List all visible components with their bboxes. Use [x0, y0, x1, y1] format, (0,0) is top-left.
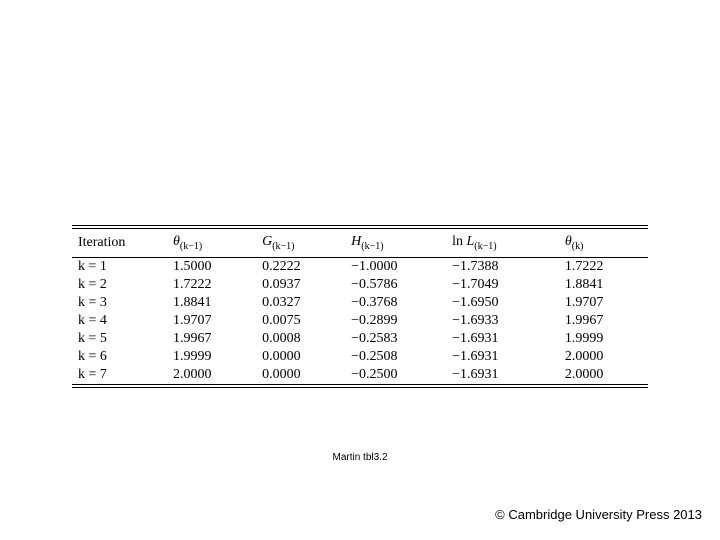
col-theta-k: θ(k) [559, 229, 648, 257]
table-cell: 0.0008 [256, 330, 345, 348]
table-cell: 1.8841 [167, 294, 256, 312]
table-header-row: Iteration θ(k−1) G(k−1) H(k−1) ln L(k−1)… [72, 229, 648, 257]
table-cell: 2.0000 [167, 366, 256, 384]
table-cell: −1.6933 [446, 312, 559, 330]
table-cell: 2.0000 [559, 366, 648, 384]
table-cell: −0.5786 [345, 276, 446, 294]
table-cell: k = 3 [72, 294, 167, 312]
col-theta-k-1: θ(k−1) [167, 229, 256, 257]
table-cell: 1.9999 [559, 330, 648, 348]
table-cell: 1.7222 [559, 257, 648, 276]
table-cell: −0.2500 [345, 366, 446, 384]
table-cell: 2.0000 [559, 348, 648, 366]
table-cell: 1.9707 [559, 294, 648, 312]
table-cell: 1.9707 [167, 312, 256, 330]
iteration-table: Iteration θ(k−1) G(k−1) H(k−1) ln L(k−1)… [72, 229, 648, 384]
table-cell: 1.5000 [167, 257, 256, 276]
table-cell: −1.6931 [446, 348, 559, 366]
table-cell: −1.7049 [446, 276, 559, 294]
table-cell: −1.6950 [446, 294, 559, 312]
table-cell: −0.3768 [345, 294, 446, 312]
table-cell: 0.0327 [256, 294, 345, 312]
table-row: k = 21.72220.0937−0.5786−1.70491.8841 [72, 276, 648, 294]
table-cell: 1.9967 [167, 330, 256, 348]
table-cell: 0.0937 [256, 276, 345, 294]
copyright-notice: © Cambridge University Press 2013 [495, 507, 702, 522]
table-cell: 1.8841 [559, 276, 648, 294]
table-cell: k = 5 [72, 330, 167, 348]
table-cell: −1.0000 [345, 257, 446, 276]
table-row: k = 51.99670.0008−0.2583−1.69311.9999 [72, 330, 648, 348]
col-iteration: Iteration [72, 229, 167, 257]
table-cell: 1.9999 [167, 348, 256, 366]
table-row: k = 41.97070.0075−0.2899−1.69331.9967 [72, 312, 648, 330]
col-g-k-1: G(k−1) [256, 229, 345, 257]
table-body: k = 11.50000.2222−1.0000−1.73881.7222k =… [72, 257, 648, 384]
table-row: k = 31.88410.0327−0.3768−1.69501.9707 [72, 294, 648, 312]
col-lnl-k-1: ln L(k−1) [446, 229, 559, 257]
table-cell: 1.7222 [167, 276, 256, 294]
table-cell: −1.7388 [446, 257, 559, 276]
table-cell: 0.0075 [256, 312, 345, 330]
table-cell: 1.9967 [559, 312, 648, 330]
bottom-double-rule [72, 384, 648, 388]
table-cell: −0.2583 [345, 330, 446, 348]
table-cell: −0.2899 [345, 312, 446, 330]
iteration-table-container: Iteration θ(k−1) G(k−1) H(k−1) ln L(k−1)… [72, 225, 648, 388]
col-h-k-1: H(k−1) [345, 229, 446, 257]
col-label: Iteration [78, 235, 125, 250]
table-row: k = 72.00000.0000−0.2500−1.69312.0000 [72, 366, 648, 384]
table-row: k = 11.50000.2222−1.0000−1.73881.7222 [72, 257, 648, 276]
table-cell: k = 2 [72, 276, 167, 294]
table-cell: k = 4 [72, 312, 167, 330]
table-cell: k = 6 [72, 348, 167, 366]
table-cell: 0.2222 [256, 257, 345, 276]
table-cell: −1.6931 [446, 366, 559, 384]
table-cell: −1.6931 [446, 330, 559, 348]
figure-caption: Martin tbl3.2 [0, 452, 720, 463]
table-cell: k = 1 [72, 257, 167, 276]
table-cell: 0.0000 [256, 348, 345, 366]
table-cell: k = 7 [72, 366, 167, 384]
table-row: k = 61.99990.0000−0.2508−1.69312.0000 [72, 348, 648, 366]
table-cell: 0.0000 [256, 366, 345, 384]
table-cell: −0.2508 [345, 348, 446, 366]
